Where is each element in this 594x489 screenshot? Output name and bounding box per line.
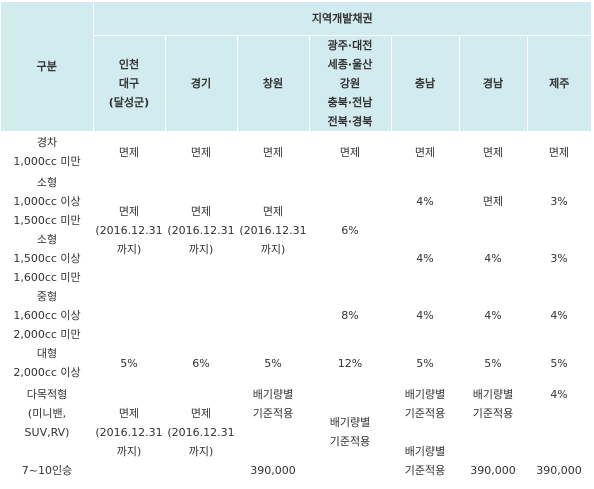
table-cell: 5% (550, 356, 568, 370)
table-cell: 5% (416, 356, 434, 370)
row-category-small-1500: 소형 1,500cc 이상 1,600cc 미만 (13, 233, 81, 284)
header-region-chungnam: 충남 (390, 35, 459, 131)
table-row: 소형 1,000cc 이상 1,500cc 미만 면제 (2016.12.31 … (1, 173, 591, 256)
table-cell: 5% (264, 356, 282, 370)
table-row: 다목적형 (미니밴, SUV,RV) 7~10인승 면제 (2016.12.31… (1, 382, 591, 482)
row-category-small-1000: 소형 1,000cc 이상 1,500cc 미만 (13, 176, 81, 227)
table-cell: 4% (484, 309, 502, 322)
table-cell: 6% (192, 356, 210, 370)
table-cell: 6% (341, 223, 359, 237)
header-bond-group: 지역개발채권 (92, 1, 592, 36)
header-region-gyeongnam: 경남 (458, 35, 527, 131)
table-row: 대형 2,000cc 이상 5% 6% 5% 12% 5% 5% 5% (1, 344, 591, 382)
table-cell: 면제 (190, 145, 212, 159)
table-cell: 면제 (414, 145, 436, 159)
table-cell: 5% (120, 356, 138, 370)
header-region-gyeonggi: 경기 (164, 35, 237, 131)
table-cell: 4% (416, 252, 434, 265)
table-cell (165, 287, 237, 344)
table-cell (237, 287, 309, 344)
table-cell: 면제 (118, 145, 140, 159)
table-cell: 배기량별 기준적용 배기량별 기준적용 (404, 387, 446, 477)
table-cell: 4% (416, 309, 434, 322)
table-row: 중형 1,600cc 이상 2,000cc 미만 8% 4% 4% 4% (1, 287, 591, 344)
table-row: 경차 1,000cc 미만 면제 면제 면제 면제 면제 면제 면제 (1, 131, 591, 173)
table-cell: 면제 (2016.12.31 까지) (95, 406, 163, 458)
table-cell: 3% (550, 252, 568, 265)
table-cell: 면제 (2016.12.31 까지) (167, 406, 235, 458)
header-region-jeju: 제주 (526, 35, 592, 131)
header-region-incheon-daegu: 인천 대구 (달성군) (92, 35, 165, 131)
table-cell: 면제 (482, 145, 504, 159)
row-category-large: 대형 2,000cc 이상 (13, 347, 81, 379)
table-cell: 면제 (548, 145, 570, 159)
table-cell: 배기량별 기준적용 390,000 (470, 387, 516, 477)
table-cell: 배기량별 기준적용 (329, 416, 371, 448)
table-cell: 면제 (482, 195, 504, 208)
table-cell: 5% (484, 356, 502, 370)
row-category-multipurpose: 다목적형 (미니밴, SUV,RV) 7~10인승 (21, 387, 73, 477)
header-region-gwangju-group: 광주·대전 세종·울산 강원 충북·전남 전북·경북 (308, 35, 391, 131)
table-cell: 면제 (262, 145, 284, 159)
table-cell: 면제 (2016.12.31 까지) (239, 204, 307, 256)
table-cell: 4% 390,000 (536, 387, 582, 477)
table-cell: 4% (550, 309, 568, 322)
row-category-compact: 경차 1,000cc 미만 (13, 136, 81, 168)
header-category: 구분 (1, 1, 93, 131)
table-cell: 8% (341, 309, 359, 322)
table-row: 소형 1,500cc 이상 1,600cc 미만 4% 4% 3% (1, 230, 591, 287)
table-cell: 3% (550, 195, 568, 208)
table-cell: 면제 (2016.12.31 까지) (167, 204, 235, 256)
regional-development-bond-table: 구분 지역개발채권 인천 대구 (달성군) 경기 창원 광주·대전 세종·울산 … (1, 1, 592, 482)
table-cell: 4% (416, 195, 434, 208)
table-cell: 배기량별 기준적용 390,000 (250, 387, 296, 477)
row-category-midsize: 중형 1,600cc 이상 2,000cc 미만 (13, 290, 81, 341)
table-cell: 면제 (2016.12.31 까지) (95, 204, 163, 256)
table-cell: 4% (484, 252, 502, 265)
table-cell (93, 287, 165, 344)
header-region-changwon: 창원 (236, 35, 309, 131)
table-cell: 면제 (339, 145, 361, 159)
table-cell: 12% (337, 356, 363, 370)
